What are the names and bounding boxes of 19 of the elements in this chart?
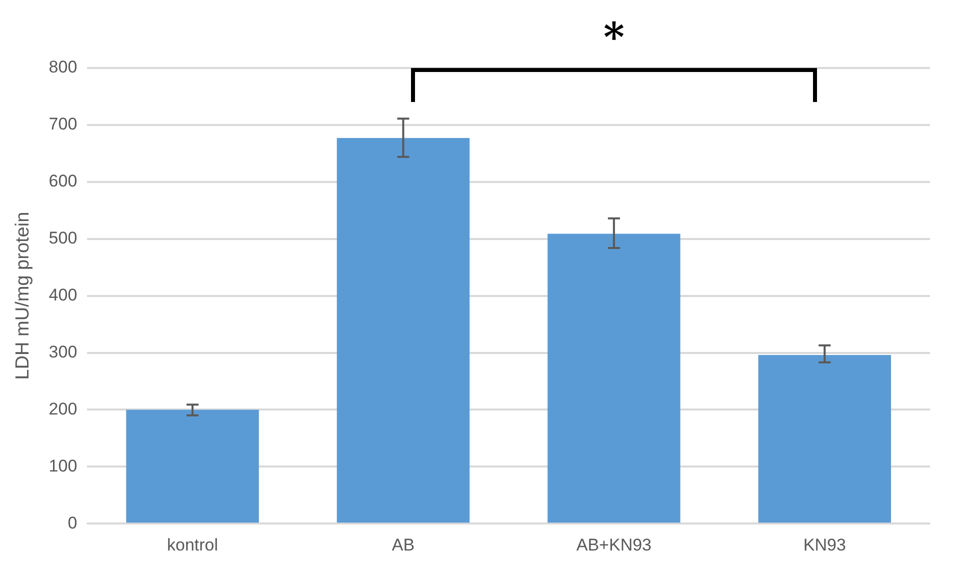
x-tick-label: kontrol [167, 535, 218, 554]
bar [336, 138, 470, 523]
y-tick-label: 100 [48, 456, 78, 476]
y-tick-label: 0 [68, 513, 78, 532]
y-tick-label: 500 [48, 228, 78, 248]
y-tick-label: 700 [48, 114, 78, 134]
y-tick-label: 800 [48, 58, 78, 77]
text: * [602, 14, 626, 61]
bar [758, 355, 892, 523]
y-tick-label: 200 [48, 399, 78, 418]
bar [126, 410, 259, 523]
x-tick-label: KN93 [803, 535, 846, 554]
x-tick-label: AB [392, 535, 415, 554]
y-tick-label: 300 [48, 342, 78, 362]
y-tick-label: 400 [48, 285, 78, 304]
y-tick-label: 600 [48, 172, 78, 191]
y-axis-title: LDH mU/mg protein [12, 212, 34, 380]
x-tick-label: AB+KN93 [576, 535, 652, 554]
bar [548, 234, 680, 523]
